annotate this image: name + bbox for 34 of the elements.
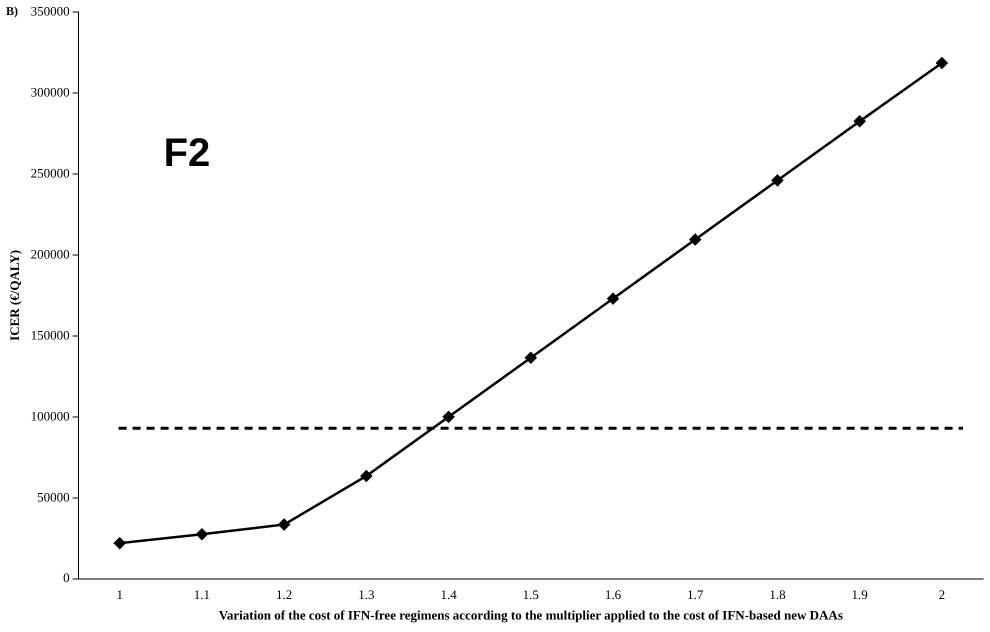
y-axis-title: ICER (€/QALY): [7, 250, 22, 341]
x-tick-label: 1.7: [687, 587, 704, 602]
y-tick-label: 150000: [30, 327, 70, 342]
point: [607, 292, 619, 304]
point: [772, 174, 784, 186]
x-tick-label: 1.5: [522, 587, 539, 602]
point: [114, 537, 126, 549]
x-tick-label: 1.1: [194, 587, 210, 602]
point: [360, 470, 372, 482]
x-tick-label: 1.9: [852, 587, 868, 602]
point: [442, 411, 454, 423]
point: [525, 352, 537, 364]
point: [278, 518, 290, 530]
y-tick-label: 300000: [30, 84, 70, 100]
point: [196, 528, 208, 540]
annotation: F2: [164, 131, 210, 176]
y-tick-label: 50000: [37, 489, 70, 504]
point: [689, 234, 701, 246]
y-tick-label: 250000: [30, 165, 70, 180]
point: [936, 57, 948, 69]
y-tick-label: 200000: [30, 246, 70, 262]
y-tick-label: 350000: [30, 3, 70, 18]
x-tick-label: 2: [938, 587, 946, 602]
x-tick-label: 1.6: [604, 587, 622, 602]
x-tick-label: 1.2: [276, 587, 292, 602]
x-tick-label: 1.3: [358, 587, 374, 602]
x-tick-label: 1.8: [769, 587, 786, 602]
y-tick-label: 100000: [30, 408, 70, 424]
text: B): [6, 4, 18, 18]
y-tick-label: 0: [63, 570, 70, 586]
x-tick-label: 1: [116, 587, 123, 602]
x-axis-title: Variation of the cost of IFN-free regimens according to the multiplier applied to the cost of IFN-based new DAAs: [218, 608, 843, 623]
x-tick-label: 1.4: [440, 587, 458, 602]
point: [854, 116, 866, 128]
